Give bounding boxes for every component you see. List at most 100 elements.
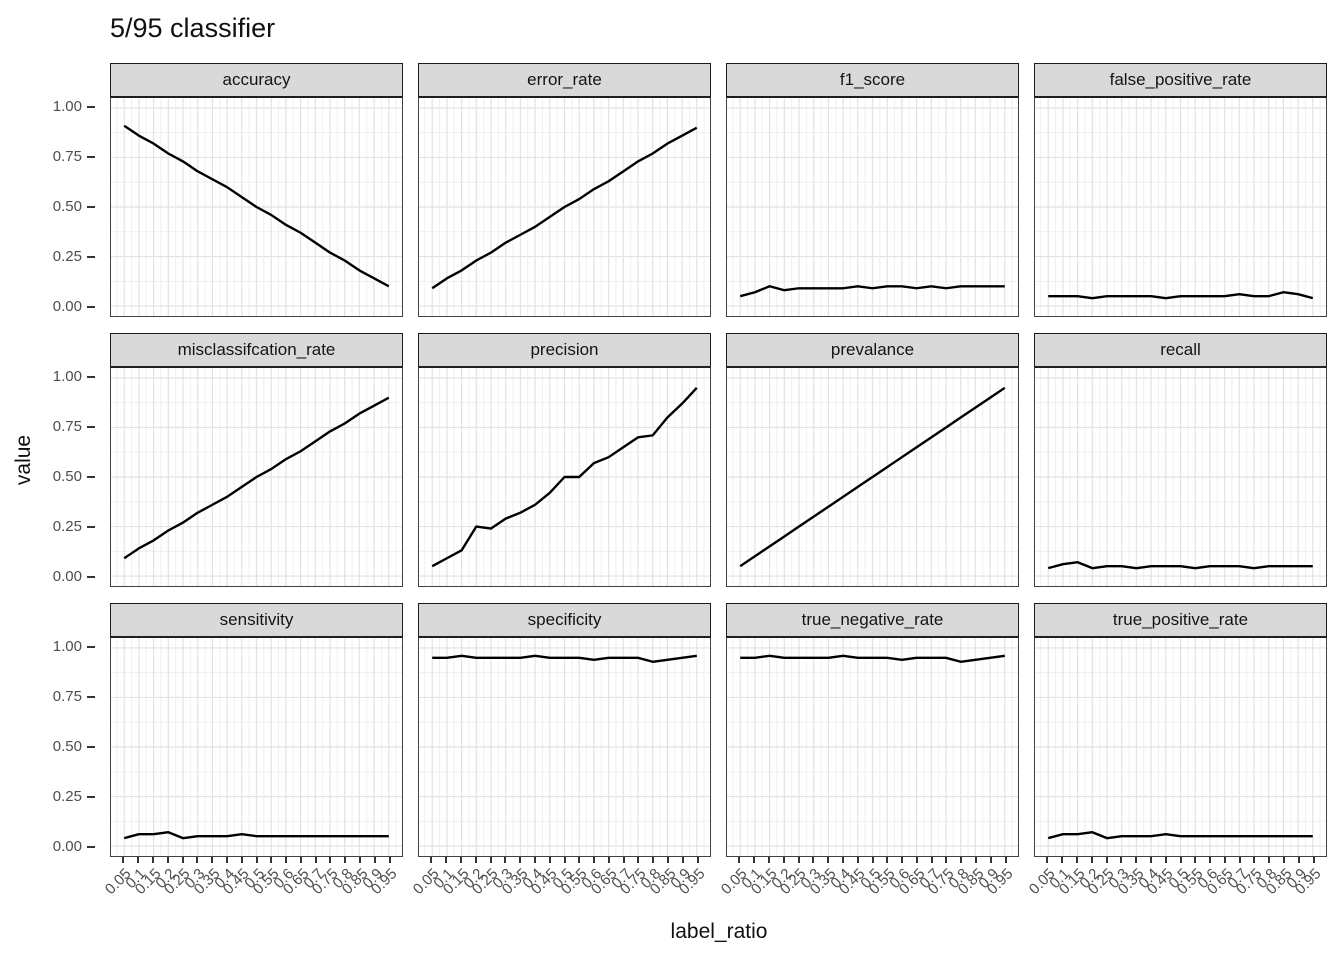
facet-strip: f1_score	[726, 63, 1019, 97]
facet-plot	[1035, 638, 1326, 856]
x-tick-mark	[1004, 857, 1007, 863]
x-tick-mark	[827, 857, 830, 863]
y-tick-mark	[87, 206, 95, 208]
x-tick-mark	[945, 857, 948, 863]
x-tick-mark	[989, 857, 992, 863]
x-tick-mark	[196, 857, 199, 863]
x-tick-mark	[548, 857, 551, 863]
y-tick-label: 0.75	[52, 688, 82, 705]
x-tick-mark	[1046, 857, 1049, 863]
x-tick-mark	[489, 857, 492, 863]
facet-strip: true_positive_rate	[1034, 603, 1327, 637]
x-tick-mark	[430, 857, 433, 863]
x-tick-mark	[1120, 857, 1123, 863]
x-tick-mark	[445, 857, 448, 863]
facet-plot	[727, 368, 1018, 586]
facet-plot	[1035, 368, 1326, 586]
x-tick-mark	[388, 857, 391, 863]
facet-strip-label: error_rate	[527, 70, 602, 89]
y-axis-gutter: 1.00 0.75 0.50 0.25 0.00	[0, 333, 95, 587]
facet-strip-label: prevalance	[830, 340, 915, 359]
x-tick-mark	[533, 857, 536, 863]
facet-f1_score: f1_score	[726, 63, 1019, 317]
y-tick-mark	[87, 576, 95, 578]
x-tick-mark	[578, 857, 581, 863]
x-tick-mark	[285, 857, 288, 863]
facet-precision: precision	[418, 333, 711, 587]
y-tick-mark	[87, 846, 95, 848]
facet-strip: sensitivity	[110, 603, 403, 637]
facet-panel	[1034, 97, 1327, 317]
facet-true_positive_rate: true_positive_rate	[1034, 603, 1327, 857]
y-tick-mark	[87, 796, 95, 798]
facet-specificity: specificity	[418, 603, 711, 857]
y-tick-label: 0.50	[52, 468, 82, 485]
x-tick-mark	[856, 857, 859, 863]
facet-recall: recall	[1034, 333, 1327, 587]
facet-panel	[418, 367, 711, 587]
x-tick-mark	[344, 857, 347, 863]
x-tick-mark	[137, 857, 140, 863]
x-axis-block: 0.05 0.1 0.15 0.2 0.25 0.3 0.35 0.4 0.45 0.5 0.55 0…	[1026, 857, 1327, 935]
x-tick-mark	[797, 857, 800, 863]
y-axis-gutter: 1.00 0.75 0.50 0.25 0.00	[0, 63, 95, 317]
chart-title: 5/95 classifier	[110, 13, 276, 43]
x-tick-mark	[181, 857, 184, 863]
x-tick-mark	[841, 857, 844, 863]
facet-strip-label: specificity	[527, 610, 602, 629]
facet-strip-label: false_positive_rate	[1109, 70, 1252, 89]
facet-panel	[110, 97, 403, 317]
facet-strip: recall	[1034, 333, 1327, 367]
x-tick-mark	[151, 857, 154, 863]
facet-sensitivity: sensitivity	[110, 603, 403, 857]
facet-plot	[419, 368, 710, 586]
y-axis-title: value	[12, 434, 35, 486]
x-tick-mark	[1253, 857, 1256, 863]
facet-plot	[727, 98, 1018, 316]
y-axis-gutter: 1.00 0.75 0.50 0.25 0.00	[0, 603, 95, 857]
x-tick-mark	[359, 857, 362, 863]
x-tick-mark	[1149, 857, 1152, 863]
facet-strip: precision	[418, 333, 711, 367]
facet-strip-label: misclassifcation_rate	[177, 340, 336, 359]
y-tick-label: 0.75	[52, 148, 82, 165]
x-tick-mark	[1135, 857, 1138, 863]
x-tick-mark	[240, 857, 243, 863]
y-tick-mark	[87, 526, 95, 528]
x-tick-mark	[1209, 857, 1212, 863]
x-tick-mark	[681, 857, 684, 863]
facet-plot	[1035, 98, 1326, 316]
y-tick-label: 0.00	[52, 298, 82, 315]
facet-panel	[1034, 367, 1327, 587]
facet-strip-label: accuracy	[222, 70, 291, 89]
facet-panel	[726, 97, 1019, 317]
facet-plot	[111, 368, 402, 586]
x-axis-block: 0.05 0.1 0.15 0.2 0.25 0.3 0.35 0.4 0.45 0.5 0.55 0…	[718, 857, 1019, 935]
x-tick-mark	[753, 857, 756, 863]
x-tick-mark	[474, 857, 477, 863]
x-tick-mark	[637, 857, 640, 863]
y-tick-mark	[87, 476, 95, 478]
x-tick-mark	[1194, 857, 1197, 863]
y-tick-label: 0.00	[52, 568, 82, 585]
x-tick-mark	[255, 857, 258, 863]
facet-panel	[110, 367, 403, 587]
y-tick-label: 0.75	[52, 418, 82, 435]
y-tick-label: 0.25	[52, 248, 82, 265]
facet-prevalance: prevalance	[726, 333, 1019, 587]
x-tick-mark	[1075, 857, 1078, 863]
x-tick-mark	[1090, 857, 1093, 863]
facet-strip: false_positive_rate	[1034, 63, 1327, 97]
y-tick-label: 0.50	[52, 738, 82, 755]
x-tick-mark	[1164, 857, 1167, 863]
x-tick-mark	[1312, 857, 1315, 863]
facet-panel	[726, 367, 1019, 587]
y-tick-mark	[87, 156, 95, 158]
facet-true_negative_rate: true_negative_rate	[726, 603, 1019, 857]
facet-strip: true_negative_rate	[726, 603, 1019, 637]
y-tick-mark	[87, 376, 95, 378]
x-tick-mark	[652, 857, 655, 863]
x-tick-mark	[975, 857, 978, 863]
x-tick-mark	[1061, 857, 1064, 863]
x-tick-mark	[329, 857, 332, 863]
